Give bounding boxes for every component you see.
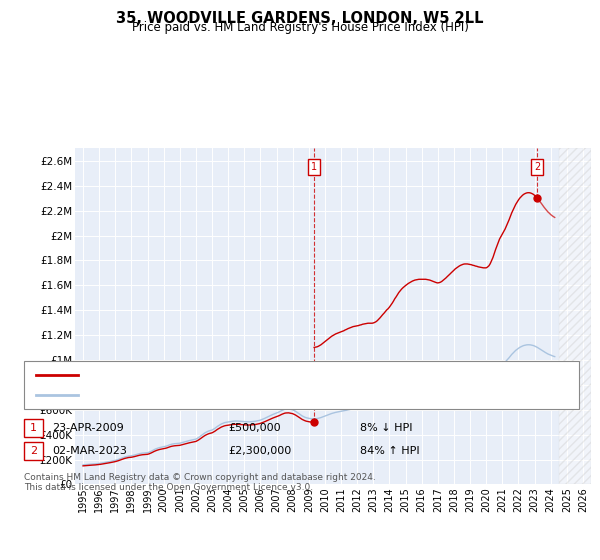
Text: 2: 2: [534, 162, 541, 172]
Text: 1: 1: [311, 162, 317, 172]
Text: 02-MAR-2023: 02-MAR-2023: [52, 446, 127, 456]
Text: 8% ↓ HPI: 8% ↓ HPI: [360, 423, 413, 433]
Text: 84% ↑ HPI: 84% ↑ HPI: [360, 446, 419, 456]
Text: 35, WOODVILLE GARDENS, LONDON, W5 2LL (detached house): 35, WOODVILLE GARDENS, LONDON, W5 2LL (d…: [84, 370, 413, 380]
Text: Price paid vs. HM Land Registry's House Price Index (HPI): Price paid vs. HM Land Registry's House …: [131, 21, 469, 34]
Text: 2: 2: [30, 446, 37, 456]
Text: 35, WOODVILLE GARDENS, LONDON, W5 2LL: 35, WOODVILLE GARDENS, LONDON, W5 2LL: [116, 11, 484, 26]
Text: This data is licensed under the Open Government Licence v3.0.: This data is licensed under the Open Gov…: [24, 483, 313, 492]
Text: 23-APR-2009: 23-APR-2009: [52, 423, 124, 433]
Text: HPI: Average price, detached house, Ealing: HPI: Average price, detached house, Eali…: [84, 390, 309, 400]
Text: £2,300,000: £2,300,000: [228, 446, 291, 456]
Text: Contains HM Land Registry data © Crown copyright and database right 2024.: Contains HM Land Registry data © Crown c…: [24, 473, 376, 482]
Text: £500,000: £500,000: [228, 423, 281, 433]
Bar: [559, 148, 591, 484]
Text: 1: 1: [30, 423, 37, 433]
